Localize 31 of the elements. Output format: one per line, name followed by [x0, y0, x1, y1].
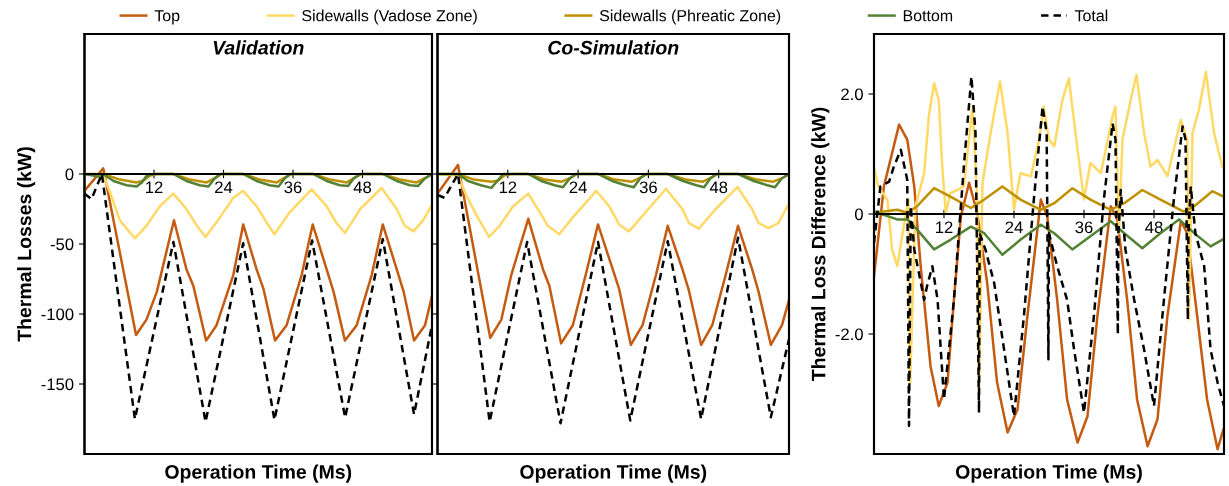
- x-tick-label: 12: [146, 181, 163, 194]
- y-tick-label: -50: [50, 238, 74, 251]
- legend-label: Total: [1074, 9, 1108, 22]
- legend-label: Sidewalls (Phreatic Zone): [599, 9, 781, 25]
- x-tick-label: 12: [936, 221, 953, 234]
- legend-label: Bottom: [903, 10, 953, 22]
- legend-label: Top: [154, 10, 180, 25]
- chart-title: Validation: [213, 40, 304, 55]
- x-tick-label: 36: [1075, 221, 1093, 234]
- x-tick-label: 48: [709, 181, 728, 194]
- x-tick-label: 48: [1145, 221, 1163, 234]
- y-axis-title: Thermal Loss Difference (kW): [811, 107, 830, 381]
- x-tick-label: 24: [569, 181, 587, 194]
- x-axis-title: Operation Time (Ms): [520, 464, 707, 483]
- x-tick-label: 24: [215, 181, 233, 194]
- y-tick-label: -2.0: [835, 328, 863, 341]
- x-tick-label: 12: [499, 181, 517, 194]
- y-axis-title: Thermal Losses (kW): [17, 147, 36, 342]
- y-tick-label: 0: [65, 168, 74, 181]
- chart-title: Co-Simulation: [548, 40, 679, 55]
- x-tick-label: 36: [284, 181, 302, 194]
- x-tick-label: 36: [639, 181, 657, 194]
- y-tick-label: -150: [41, 378, 74, 391]
- y-tick-label: -100: [41, 308, 74, 321]
- legend-label: Sidewalls (Vadose Zone): [302, 9, 477, 25]
- x-tick-label: 24: [1005, 221, 1023, 234]
- y-tick-label: 2.0: [841, 88, 863, 101]
- x-tick-label: 48: [353, 181, 372, 194]
- x-axis-title: Operation Time (Ms): [165, 464, 352, 483]
- y-tick-label: 0: [854, 208, 863, 221]
- x-axis-title: Operation Time (Ms): [955, 464, 1142, 483]
